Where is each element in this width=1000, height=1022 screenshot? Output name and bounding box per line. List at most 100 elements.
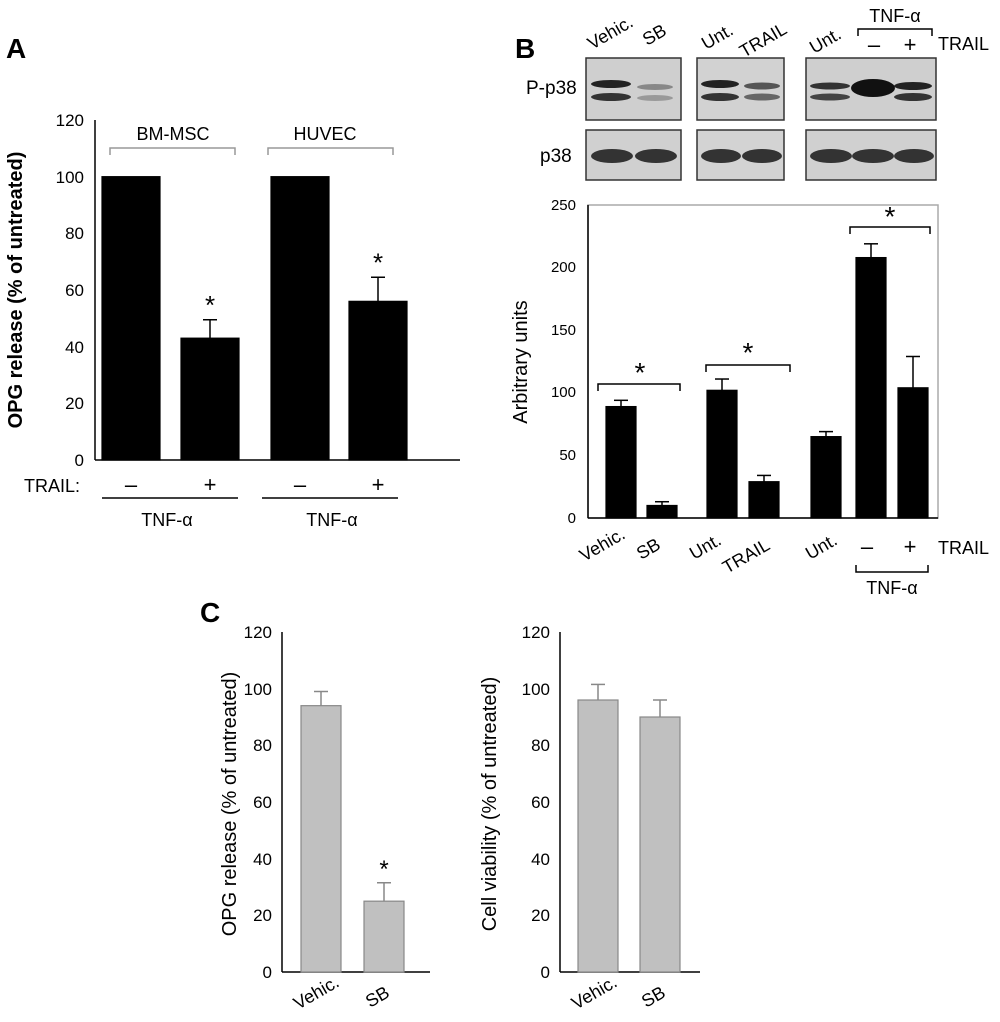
panel-a: A OPG release (% of untreated) 0 20 40 6… xyxy=(5,33,460,530)
blot-lane-label: Unt. xyxy=(806,24,845,58)
bar xyxy=(348,300,408,461)
y-tick-label: 40 xyxy=(531,850,550,869)
tnf-label: TNF-α xyxy=(866,578,917,598)
y-tick-label: 120 xyxy=(522,623,550,642)
significance-star: * xyxy=(885,201,896,232)
y-tick-label: 0 xyxy=(568,510,576,527)
x-tick-label: Vehic. xyxy=(290,972,342,1014)
bar xyxy=(101,176,161,461)
panel-a-y-ticks: 0 20 40 60 80 100 120 xyxy=(56,111,84,470)
y-tick-label: 0 xyxy=(75,451,84,470)
panel-a-signs: – + – + xyxy=(125,472,385,497)
bar xyxy=(706,389,738,519)
bar xyxy=(646,504,678,519)
y-tick-label: 20 xyxy=(65,394,84,413)
significance-star: * xyxy=(635,357,646,388)
tnf-bracket xyxy=(855,565,929,573)
bar xyxy=(748,481,780,519)
y-tick-label: 80 xyxy=(253,736,272,755)
bar xyxy=(605,405,637,519)
x-tick-label: SB xyxy=(633,534,664,563)
trail-label: TRAIL: xyxy=(24,476,80,496)
y-tick-label: 40 xyxy=(253,850,272,869)
bar xyxy=(180,337,240,461)
bar xyxy=(577,699,619,973)
bar xyxy=(855,256,887,519)
y-tick-label: 100 xyxy=(522,680,550,699)
panel-c-right-y-axis-label: Cell viability (% of untreated) xyxy=(479,677,501,932)
y-tick-label: 20 xyxy=(253,906,272,925)
minus-sign: – xyxy=(861,534,874,559)
y-tick-label: 120 xyxy=(244,623,272,642)
significance-star: * xyxy=(205,290,215,320)
y-tick-label: 100 xyxy=(244,680,272,699)
x-tick-label: SB xyxy=(638,982,669,1011)
blot-lane-label: Unt. xyxy=(698,20,737,54)
bar xyxy=(810,436,842,519)
group-label-huvec: HUVEC xyxy=(293,124,356,144)
y-tick-label: 0 xyxy=(541,963,550,982)
y-tick-label: 20 xyxy=(531,906,550,925)
panel-b-bars xyxy=(605,243,929,519)
x-tick-label: SB xyxy=(362,982,393,1011)
y-tick-label: 0 xyxy=(263,963,272,982)
bar xyxy=(897,387,929,519)
panel-c-right-bars xyxy=(577,683,681,973)
x-tick-label: Unt. xyxy=(686,530,725,564)
panel-c-letter: C xyxy=(200,597,220,628)
blot-trail-label: TRAIL xyxy=(938,34,989,54)
group-bracket xyxy=(267,147,394,155)
blot-row-label-total: p38 xyxy=(540,146,572,167)
tnf-label: TNF-α xyxy=(306,510,357,530)
significance-bracket xyxy=(597,383,681,391)
minus-sign: – xyxy=(294,472,307,497)
blot-lane-label: Vehic. xyxy=(584,12,636,54)
panel-a-bars: ** xyxy=(101,176,408,461)
panel-a-letter: A xyxy=(6,33,26,64)
plus-sign: + xyxy=(372,472,385,497)
significance-bracket xyxy=(849,226,931,234)
blot-row-label-phospho: P-p38 xyxy=(526,78,577,99)
significance-star: * xyxy=(379,856,388,883)
panel-c-left-y-ticks: 0 20 40 60 80 100 120 xyxy=(244,623,272,982)
group-label-bm-msc: BM-MSC xyxy=(137,124,210,144)
panel-b-y-ticks: 0 50 100 150 200 250 xyxy=(551,197,576,527)
y-tick-label: 40 xyxy=(65,338,84,357)
y-tick-label: 100 xyxy=(551,384,576,401)
blot-plus-sign: + xyxy=(904,32,917,57)
panel-c: C OPG release (% of untreated) 0 20 40 6… xyxy=(200,597,700,1013)
x-tick-label: Unt. xyxy=(802,530,841,564)
panel-b-letter: B xyxy=(515,33,535,64)
blot-minus-sign: – xyxy=(868,32,881,57)
blot-lane-label: SB xyxy=(639,20,670,49)
tnf-label: TNF-α xyxy=(141,510,192,530)
x-tick-label: Vehic. xyxy=(568,972,620,1014)
panel-b-y-axis-label: Arbitrary units xyxy=(510,300,532,423)
y-tick-label: 100 xyxy=(56,168,84,187)
significance-bracket xyxy=(705,364,791,372)
panel-c-left-y-axis-label: OPG release (% of untreated) xyxy=(219,672,241,937)
group-bracket xyxy=(109,147,236,155)
blot-tnf-bracket xyxy=(857,28,933,36)
bar xyxy=(363,900,405,973)
y-tick-label: 60 xyxy=(65,281,84,300)
y-tick-label: 80 xyxy=(531,736,550,755)
y-tick-label: 80 xyxy=(65,224,84,243)
y-tick-label: 200 xyxy=(551,259,576,276)
y-tick-label: 60 xyxy=(531,793,550,812)
y-tick-label: 120 xyxy=(56,111,84,130)
y-tick-label: 50 xyxy=(559,447,576,464)
x-tick-label: TRAIL xyxy=(719,535,773,578)
plus-sign: + xyxy=(904,534,917,559)
y-tick-label: 60 xyxy=(253,793,272,812)
panel-c-right-y-ticks: 0 20 40 60 80 100 120 xyxy=(522,623,550,982)
plus-sign: + xyxy=(204,472,217,497)
significance-star: * xyxy=(743,337,754,368)
minus-sign: – xyxy=(125,472,138,497)
panel-b: B Vehic. SB Unt. TRAIL Unt. TNF-α – + TR… xyxy=(510,6,989,598)
bar xyxy=(300,705,342,973)
significance-star: * xyxy=(373,247,383,277)
panel-c-left-bars: * xyxy=(300,690,405,973)
bar xyxy=(270,176,330,461)
